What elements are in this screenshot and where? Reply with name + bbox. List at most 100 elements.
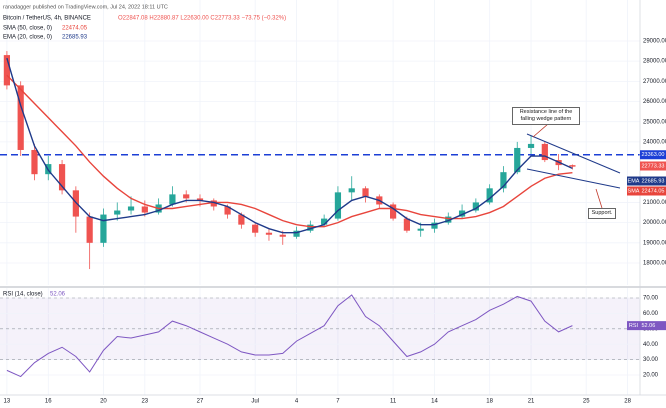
price-box-label: 22773.33 bbox=[642, 163, 665, 169]
price-box-label: 52.06 bbox=[642, 323, 656, 329]
ohlc-legend: O22847.08 H22880.87 L22630.00 C22773.33 … bbox=[118, 16, 286, 22]
candle-body bbox=[458, 210, 466, 217]
y-tick-label: 20000.00 bbox=[643, 220, 666, 226]
candle-body bbox=[183, 194, 190, 199]
y-tick-label: 27000.00 bbox=[643, 79, 666, 85]
candle-body bbox=[514, 147, 521, 173]
series-tag bbox=[627, 321, 640, 331]
candle-body bbox=[72, 190, 79, 217]
candle-body bbox=[58, 164, 66, 191]
price-box-label: 22474.05 bbox=[642, 188, 665, 194]
grid bbox=[0, 0, 640, 395]
price-box bbox=[640, 321, 666, 331]
x-tick-label: 20 bbox=[100, 399, 107, 405]
candle-body bbox=[403, 218, 410, 231]
candle-body bbox=[114, 210, 121, 215]
support-annotation: Support. bbox=[588, 208, 616, 219]
candle-body bbox=[445, 216, 452, 223]
resistance-arrow bbox=[532, 123, 549, 138]
y-tick-label: 18000.00 bbox=[643, 261, 666, 267]
y-tick-label: 30.00 bbox=[643, 357, 659, 363]
rsi-legend-value: 52.06 bbox=[50, 292, 66, 298]
x-tick-label: 21 bbox=[528, 399, 535, 405]
series-line bbox=[6, 294, 573, 378]
candle-body bbox=[3, 55, 11, 86]
support-arrow bbox=[595, 188, 603, 209]
x-tick-label: 23 bbox=[141, 399, 148, 405]
wedge-resistance-line bbox=[526, 133, 621, 174]
candle-body bbox=[31, 149, 38, 175]
candle-body bbox=[569, 165, 576, 167]
x-tick-label: 16 bbox=[45, 399, 52, 405]
price-box bbox=[640, 161, 666, 171]
legend-name: SMA (50, close, 0) bbox=[3, 26, 52, 32]
legend-value: 22685.93 bbox=[62, 35, 88, 41]
y-tick-label: 19000.00 bbox=[643, 240, 666, 246]
candle-body bbox=[141, 206, 148, 213]
series-tag bbox=[627, 176, 640, 186]
candle-body bbox=[293, 230, 300, 237]
candle-body bbox=[307, 224, 314, 231]
x-tick-label: Jul bbox=[251, 399, 259, 405]
candle-body bbox=[210, 200, 217, 207]
wedge-support-line bbox=[526, 168, 621, 189]
marks bbox=[0, 51, 640, 378]
candle-body bbox=[431, 222, 438, 229]
candle-body bbox=[321, 218, 328, 225]
price-box-label: 22685.93 bbox=[642, 178, 665, 184]
candle-body bbox=[169, 194, 176, 205]
candle-body bbox=[252, 224, 259, 233]
x-tick-label: 7 bbox=[336, 399, 340, 405]
series-tag-label: RSI bbox=[629, 323, 639, 329]
candle-body bbox=[196, 198, 204, 201]
candle-body bbox=[417, 228, 424, 231]
legend-value: 22474.05 bbox=[62, 26, 88, 32]
candle-body bbox=[334, 192, 342, 219]
legend-name: EMA (20, close, 0) bbox=[3, 35, 52, 41]
y-tick-label: 28000.00 bbox=[643, 59, 666, 65]
price-box bbox=[640, 176, 666, 186]
candle-body bbox=[541, 143, 548, 161]
resistance-annotation: Resistance line of the falling wedge pat… bbox=[512, 107, 580, 125]
x-tick-label: 25 bbox=[583, 399, 590, 405]
x-tick-label: 28 bbox=[624, 399, 631, 405]
candle-body bbox=[238, 214, 245, 225]
attribution: ranadagger published on TradingView.com,… bbox=[3, 4, 168, 10]
series-tag-label: EMA bbox=[628, 178, 640, 184]
candle-body bbox=[224, 206, 231, 215]
y-tick-label: 60.00 bbox=[643, 311, 659, 317]
x-tick-label: 27 bbox=[197, 399, 204, 405]
candle-body bbox=[279, 234, 286, 237]
candle-body bbox=[127, 206, 135, 211]
candle-body bbox=[486, 188, 493, 203]
y-tick-label: 40.00 bbox=[643, 342, 659, 348]
x-tick-label: 14 bbox=[431, 399, 438, 405]
price-box-label: 23363.00 bbox=[642, 152, 665, 158]
candle-body bbox=[390, 204, 397, 219]
candle-body bbox=[348, 188, 355, 193]
x-tick-label: 13 bbox=[4, 399, 11, 405]
candle-body bbox=[500, 172, 507, 189]
series-line bbox=[6, 57, 573, 234]
x-tick-label: 4 bbox=[295, 399, 299, 405]
series-line bbox=[6, 74, 573, 228]
y-tick-label: 26000.00 bbox=[643, 99, 666, 105]
y-tick-label: 25000.00 bbox=[643, 119, 666, 125]
candle-body bbox=[265, 232, 273, 235]
candle-body bbox=[527, 143, 535, 148]
y-tick-label: 29000.00 bbox=[643, 39, 666, 45]
y-tick-label: 24000.00 bbox=[643, 139, 666, 145]
x-tick-label: 18 bbox=[486, 399, 493, 405]
x-tick-label: 11 bbox=[390, 399, 397, 405]
rsi-legend-name: RSI (14, close) bbox=[3, 292, 43, 298]
price-box bbox=[640, 186, 666, 196]
candle-body bbox=[100, 214, 107, 243]
series-tag-label: SMA bbox=[628, 188, 640, 194]
candle-body bbox=[362, 188, 369, 197]
y-tick-label: 20.00 bbox=[643, 373, 659, 379]
series-tag bbox=[627, 186, 640, 196]
y-tick-label: 21000.00 bbox=[643, 200, 666, 206]
